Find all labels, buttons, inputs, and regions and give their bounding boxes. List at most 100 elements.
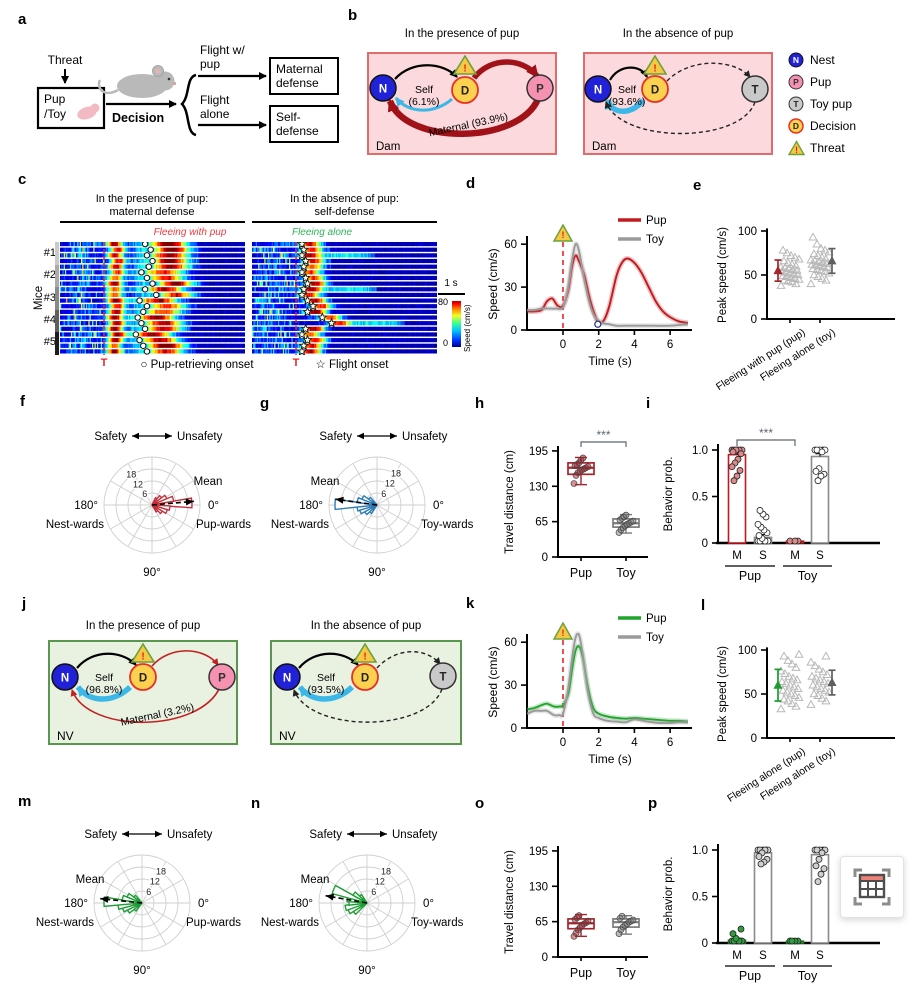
mouse-5-label: #5 [43, 336, 56, 348]
title-underline-left [60, 221, 245, 223]
svg-text:Pup: Pup [739, 969, 761, 983]
travel-distance-chart-dam: 0 65 130 195 Travel distance (cm) Pup Toy *** [455, 398, 655, 598]
svg-text:Speed (cm/s): Speed (cm/s) [486, 646, 500, 717]
panel-label-b: b [348, 7, 358, 24]
scalebar-line [438, 293, 465, 295]
flight-onset-legend: ☆ Flight onset [315, 359, 389, 371]
svg-text:Safety: Safety [309, 829, 342, 841]
polar-histogram-nv-pup: 6 12 18 Mean Safety Unsafety 180° Nest-wards 0° P… [25, 818, 265, 993]
svg-text:P: P [536, 84, 544, 96]
svg-text:12: 12 [375, 877, 385, 887]
decision-icon: D [788, 118, 804, 134]
legend-item-nest: N Nest [788, 52, 856, 68]
panel-label-o: o [475, 795, 485, 812]
svg-text:D: D [651, 85, 659, 97]
svg-text:Time (s): Time (s) [588, 752, 632, 766]
speed-heatmap-self [252, 242, 437, 355]
threat-icon: ! [642, 54, 668, 75]
svg-text:Pup: Pup [570, 566, 592, 580]
svg-text:0°: 0° [208, 500, 219, 512]
svg-text:Mean: Mean [76, 874, 105, 886]
svg-text:N: N [793, 55, 799, 65]
maternal-defense-box [269, 57, 339, 95]
pup-illustration [77, 103, 100, 120]
flight-with-pup-line1: Flight w/ [200, 43, 245, 57]
svg-text:195: 195 [529, 846, 548, 858]
flight-with-pup-line2: pup [200, 57, 220, 71]
polar-histogram-dam-pup: 6 12 18 Mean Safety Unsafety 180° Nest-wards 0° P… [35, 420, 275, 597]
dam-tag: Dam [376, 141, 400, 153]
maternal-arrow [386, 97, 541, 137]
panel-label-g: g [260, 395, 270, 412]
svg-text:0: 0 [702, 538, 708, 550]
svg-text:18: 18 [381, 866, 391, 876]
polar-histogram-nv-toy: 6 12 18 Mean Safety Unsafety 180° Nest-wards 0° T… [250, 818, 490, 993]
svg-text:N: N [283, 673, 291, 685]
svg-text:Time (s): Time (s) [588, 354, 632, 368]
svg-text:Nest-wards: Nest-wards [261, 917, 319, 929]
pup-node [208, 663, 236, 691]
maternal-defense-line1: Maternal [276, 62, 323, 76]
speed-trace-chart-dam: 0 30 60 0 2 4 6 Speed (cm/s) Time (s) Pup Toy! [455, 180, 705, 385]
svg-text:Unsafety: Unsafety [177, 431, 223, 443]
svg-text:195: 195 [529, 446, 548, 458]
nest-node [584, 75, 612, 103]
svg-text:Toy: Toy [616, 966, 636, 980]
svg-text:30: 30 [504, 282, 517, 294]
svg-text:180°: 180° [289, 898, 313, 910]
threat-icon: ! [130, 642, 156, 663]
svg-text:6: 6 [381, 489, 386, 499]
svg-text:N: N [61, 673, 69, 685]
toy-pup-icon: T [788, 96, 804, 112]
svg-text:S: S [759, 550, 767, 562]
svg-text:90°: 90° [368, 567, 385, 579]
svg-text:65: 65 [535, 517, 548, 529]
svg-text:Peak speed (cm/s): Peak speed (cm/s) [717, 227, 729, 323]
svg-text:Travel distance (cm): Travel distance (cm) [504, 850, 516, 954]
svg-text:12: 12 [385, 479, 395, 489]
svg-text:130: 130 [529, 481, 548, 493]
threat-label: Threat [48, 53, 83, 67]
svg-text:100: 100 [738, 226, 757, 238]
decision-node [351, 663, 379, 691]
svg-text:Pup: Pup [570, 966, 592, 980]
peak-speed-chart-nv: 0 50 100 Peak speed (cm/s) Fleeing alone (pu… [690, 598, 910, 817]
nest-node [369, 74, 397, 102]
svg-text:180°: 180° [64, 898, 88, 910]
svg-text:30: 30 [504, 680, 517, 692]
svg-text:Unsafety: Unsafety [402, 431, 448, 443]
flight-alone-line2: alone [200, 107, 230, 121]
svg-text:N: N [594, 85, 602, 97]
node-legend: N Nest P Pup T Toy pup D Decision ! Thre… [788, 52, 856, 162]
svg-text:Unsafety: Unsafety [392, 829, 438, 841]
panel-label-f: f [20, 393, 25, 410]
svg-text:D: D [461, 86, 469, 98]
svg-text:Toy-wards: Toy-wards [421, 519, 474, 531]
line-chart-k: 0 30 60 0 2 4 6 Speed (cm/s) Time (s) Pup Toy! [486, 613, 692, 766]
svg-text:0.5: 0.5 [692, 892, 708, 904]
svg-text:Pup: Pup [646, 613, 666, 625]
n-to-d-arrow [394, 64, 458, 80]
title-underline-right [252, 221, 437, 223]
svg-text:0: 0 [751, 314, 757, 326]
box-chart-o: 0 65 130 195 Travel distance (cm) Pup Toy [504, 846, 648, 980]
toy-node [429, 662, 457, 690]
svg-text:Toy: Toy [798, 569, 818, 583]
self-arrow [297, 684, 354, 702]
svg-text:P: P [218, 673, 226, 685]
self-defense-line2: defense [276, 124, 319, 138]
table-capture-button[interactable] [840, 856, 904, 918]
svg-text:60: 60 [504, 637, 517, 649]
box-chart-h: 0 65 130 195 Travel distance (cm) Pup Toy *** [504, 428, 648, 580]
svg-text:0.5: 0.5 [692, 492, 708, 504]
svg-text:Behavior prob.: Behavior prob. [663, 857, 675, 932]
threat-time-mark-left: T [100, 357, 108, 369]
decision-node [451, 76, 479, 104]
svg-text:4: 4 [631, 737, 638, 749]
dam-pup-present-diagram: N D P ! Self (6.1%) Maternal (93.9%) Dam [367, 52, 557, 155]
svg-text:2: 2 [595, 737, 601, 749]
svg-text:0: 0 [560, 339, 566, 351]
